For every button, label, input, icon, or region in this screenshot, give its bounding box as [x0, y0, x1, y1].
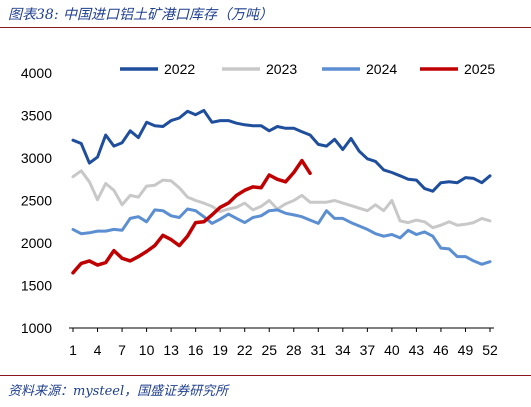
- x-tick-label: 16: [188, 342, 204, 358]
- x-tick-label: 1: [69, 342, 77, 358]
- y-tick-label: 1500: [21, 278, 52, 294]
- y-tick-label: 4000: [21, 65, 52, 81]
- title-bar: 图表38: 中国进口铝土矿港口库存（万吨）: [0, 0, 531, 26]
- x-tick-label: 4: [94, 342, 102, 358]
- legend-label-2025: 2025: [464, 61, 495, 77]
- legend-label-2024: 2024: [366, 61, 397, 77]
- top-rule: [0, 27, 531, 28]
- x-tick-label: 22: [237, 342, 253, 358]
- x-tick-label: 40: [384, 342, 400, 358]
- series-line-2022: [71, 108, 492, 193]
- y-tick-labels: 1000 1500 2000 2500 3000 3500 4000: [21, 65, 52, 336]
- y-tick-label: 1000: [21, 320, 52, 336]
- series-lines: [71, 108, 492, 275]
- figure-title: 图表38: 中国进口铝土矿港口库存（万吨）: [8, 7, 273, 23]
- series-line-2023: [71, 169, 492, 230]
- legend-label-2023: 2023: [266, 61, 297, 77]
- series-line-2024: [71, 207, 492, 266]
- legend: 2022 2023 2024 2025: [120, 61, 495, 77]
- x-tick-label: 10: [139, 342, 155, 358]
- y-tick-label: 3000: [21, 150, 52, 166]
- x-tick-label: 43: [409, 342, 425, 358]
- x-tick-label: 49: [458, 342, 474, 358]
- x-tick-label: 31: [311, 342, 327, 358]
- x-tick-label: 7: [118, 342, 126, 358]
- x-tick-label: 52: [482, 342, 498, 358]
- x-tick-labels: 1 4 7 10 13 16 19 22 25 28 31 34 37 40 43 46 49 52: [69, 342, 498, 358]
- bottom-rule: [0, 375, 531, 376]
- series-line-2025: [71, 158, 312, 275]
- x-tick-label: 28: [286, 342, 302, 358]
- x-tick-label: 37: [360, 342, 376, 358]
- x-tick-label: 46: [433, 342, 449, 358]
- y-tick-label: 3500: [21, 108, 52, 124]
- y-tick-label: 2000: [21, 235, 52, 251]
- x-tick-label: 34: [335, 342, 351, 358]
- axes: [69, 327, 494, 332]
- source-note: 资料来源：mysteel，国盛证券研究所: [8, 384, 229, 399]
- y-tick-label: 2500: [21, 193, 52, 209]
- legend-label-2022: 2022: [164, 61, 195, 77]
- x-tick-label: 25: [261, 342, 277, 358]
- x-tick-label: 19: [212, 342, 228, 358]
- x-tick-label: 13: [163, 342, 179, 358]
